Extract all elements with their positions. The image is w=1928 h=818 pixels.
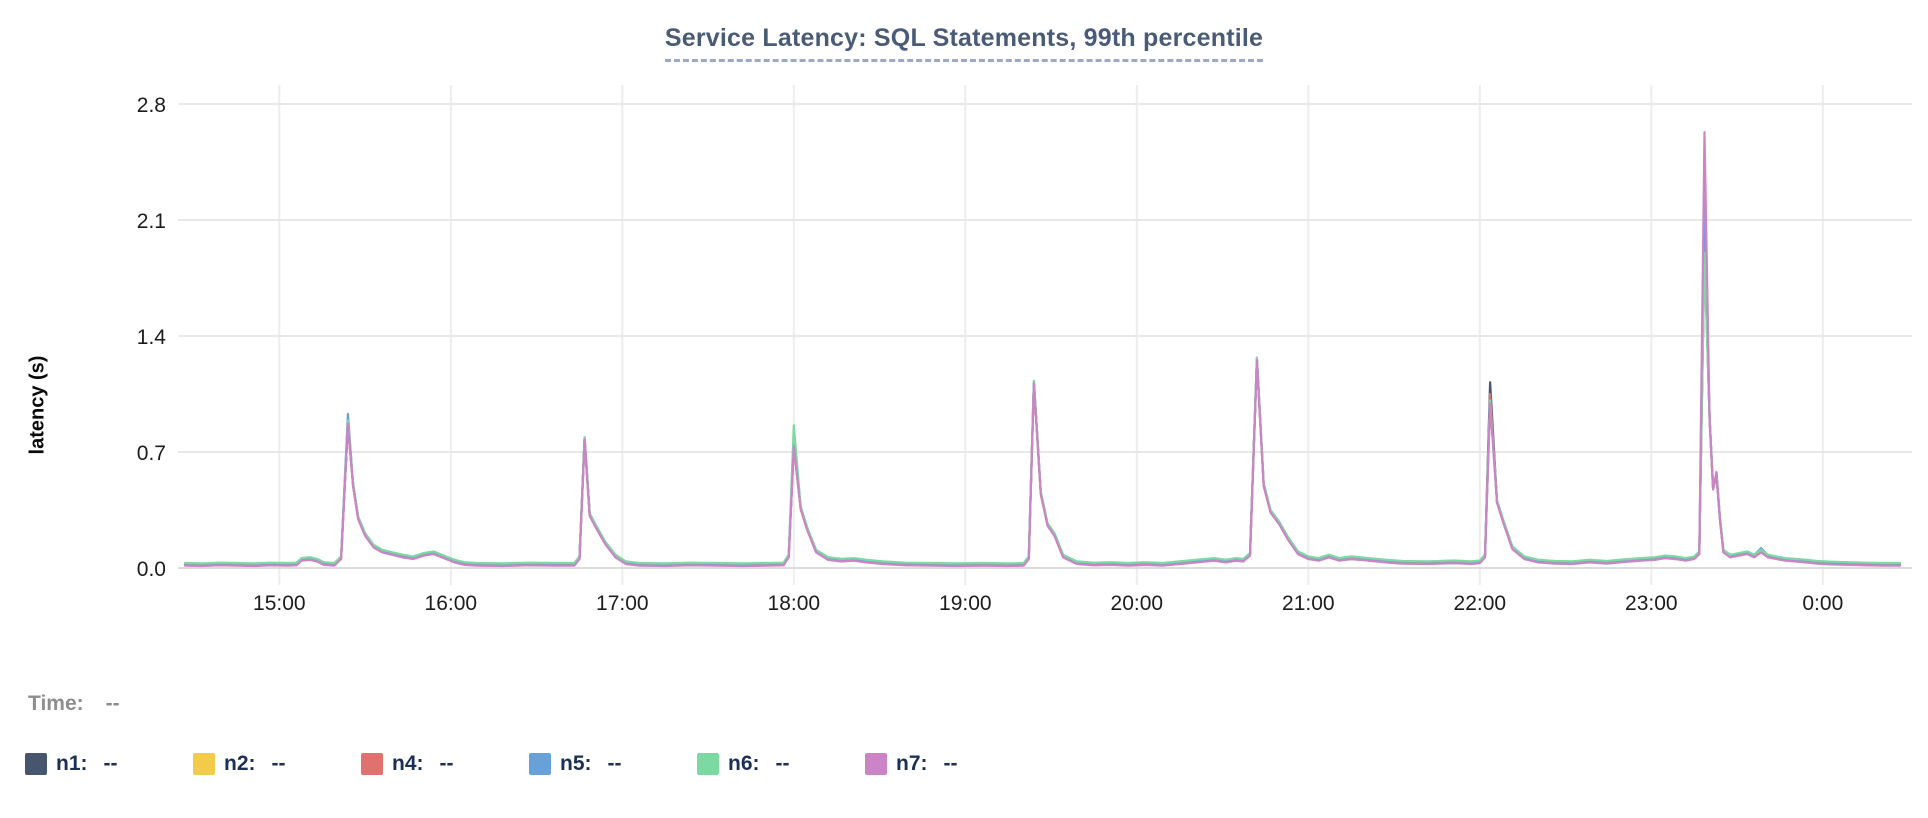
legend-item-label-n1: n1: xyxy=(56,752,88,775)
x-tick-label: 23:00 xyxy=(1625,592,1678,615)
legend-swatch-n6 xyxy=(697,753,719,775)
series-line-n2 xyxy=(183,243,1902,566)
legend-item-label-n2: n2: xyxy=(224,752,256,775)
x-tick-label: 15:00 xyxy=(253,592,306,615)
legend-items-row: n1: -- n2: -- n4: -- n5: -- n6: -- n7: -- xyxy=(25,752,1928,776)
legend-item-value-n7: -- xyxy=(943,752,958,775)
legend-time-label: Time: xyxy=(28,692,84,715)
legend-swatch-n7 xyxy=(865,753,887,775)
x-tick-label: 20:00 xyxy=(1111,592,1164,615)
latency-line-chart[interactable]: 15:00 16:00 17:00 18:00 19:00 20:00 21:00 22:00… xyxy=(0,75,1928,650)
series-line-n4 xyxy=(183,238,1902,567)
x-tick-label: 22:00 xyxy=(1454,592,1507,615)
legend-item-n2: n2: -- xyxy=(193,752,361,776)
x-tick-label: 16:00 xyxy=(425,592,478,615)
y-tick-label: 0.0 xyxy=(137,558,166,581)
legend-swatch-n2 xyxy=(193,753,215,775)
y-tick-label: 0.7 xyxy=(137,442,166,465)
legend-item-value-n6: -- xyxy=(775,752,790,775)
legend-item-label-n7: n7: xyxy=(896,752,928,775)
legend-swatch-n1 xyxy=(25,753,47,775)
chart-area: latency (s) 15:00 16:00 17:00 18:00 19:00 20:… xyxy=(0,75,1928,650)
legend-item-value-n2: -- xyxy=(271,752,286,775)
series-line-n5 xyxy=(183,207,1902,565)
legend-item-n6: n6: -- xyxy=(697,752,865,776)
series-line-n6 xyxy=(183,252,1902,565)
legend-item-value-n1: -- xyxy=(103,752,118,775)
chart-title[interactable]: Service Latency: SQL Statements, 99th pe… xyxy=(664,24,1264,62)
latency-chart-card: Service Latency: SQL Statements, 99th pe… xyxy=(0,0,1928,776)
legend-item-n7: n7: -- xyxy=(865,752,1033,776)
y-tick-label: 1.4 xyxy=(137,326,167,349)
legend-swatch-n5 xyxy=(529,753,551,775)
legend-item-value-n5: -- xyxy=(607,752,622,775)
chart-legend: Time: -- n1: -- n2: -- n4: -- n5: -- n6: -- n7: -- xyxy=(0,690,1928,776)
x-tick-label: 21:00 xyxy=(1282,592,1335,615)
x-tick-label: 19:00 xyxy=(939,592,992,615)
legend-item-value-n4: -- xyxy=(439,752,454,775)
x-tick-label: 17:00 xyxy=(596,592,649,615)
legend-swatch-n4 xyxy=(361,753,383,775)
y-tick-label: 2.1 xyxy=(137,210,166,233)
legend-item-n4: n4: -- xyxy=(361,752,529,776)
legend-item-label-n4: n4: xyxy=(392,752,424,775)
x-tick-label: 0:00 xyxy=(1802,592,1843,615)
legend-item-n1: n1: -- xyxy=(25,752,193,776)
chart-title-row: Service Latency: SQL Statements, 99th pe… xyxy=(0,0,1928,74)
y-tick-label: 2.8 xyxy=(137,94,166,117)
legend-item-label-n5: n5: xyxy=(560,752,592,775)
legend-time-row: Time: -- xyxy=(28,690,1928,718)
legend-time-value: -- xyxy=(105,692,120,715)
series-line-n7 xyxy=(183,131,1902,568)
series-line-n1 xyxy=(183,248,1902,567)
legend-item-label-n6: n6: xyxy=(728,752,760,775)
x-tick-label: 18:00 xyxy=(768,592,821,615)
legend-item-n5: n5: -- xyxy=(529,752,697,776)
